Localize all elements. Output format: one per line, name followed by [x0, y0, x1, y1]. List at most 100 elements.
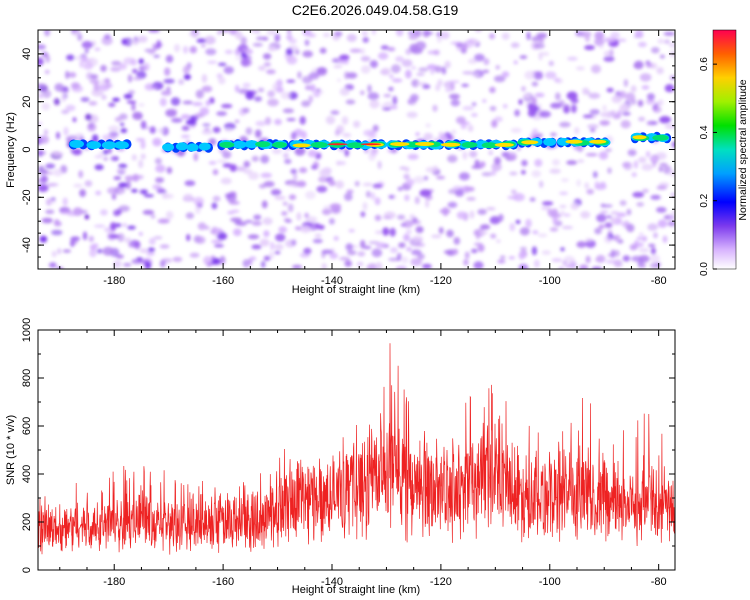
spectrogram-noise-blob [630, 85, 637, 93]
spectrogram-noise-blob [652, 105, 662, 114]
spectrogram-noise-blob [128, 243, 133, 248]
spectrogram-noise-blob [153, 236, 163, 240]
spectrogram-noise-blob [576, 241, 587, 248]
spectrogram-noise-blob [383, 216, 392, 220]
spectrogram-noise-blob [499, 255, 506, 260]
spectrogram-noise-blob [606, 215, 612, 219]
spectrogram-noise-blob [38, 150, 46, 156]
spectrogram-noise-blob [165, 54, 174, 63]
spectrogram-noise-blob [170, 97, 181, 106]
spectrogram-noise-blob [444, 60, 451, 69]
spectrogram-noise-blob [224, 49, 233, 55]
spectrogram-noise-blob [280, 91, 291, 100]
spectrogram-noise-blob [531, 81, 539, 87]
spectrogram-noise-blob [172, 256, 183, 262]
spectrogram-noise-blob [539, 110, 551, 118]
spectrogram-noise-blob [294, 226, 302, 231]
spectrogram-x-tick-label: -100 [539, 275, 561, 287]
spectrogram-noise-blob [202, 123, 211, 127]
spectrogram-noise-blob [489, 105, 497, 112]
spectrogram-noise-blob [551, 208, 559, 217]
spectrogram-noise-blob [100, 209, 108, 216]
spectrogram-noise-blob [536, 133, 543, 138]
spectrogram-noise-blob [361, 31, 368, 36]
spectrogram-noise-blob [105, 83, 113, 88]
spectrogram-noise-blob [38, 83, 47, 87]
spectrogram-noise-blob [73, 183, 83, 188]
spectrogram-noise-blob [234, 84, 240, 93]
spectrogram-noise-blob [667, 221, 675, 227]
spectrogram-noise-blob [103, 157, 109, 161]
snr-x-tick-label: -180 [103, 576, 125, 588]
spectrogram-noise-blob [571, 104, 577, 114]
signal-band-mark [557, 137, 570, 146]
spectrogram-noise-blob [216, 232, 228, 241]
spectrogram-noise-blob [405, 48, 412, 55]
spectrogram-noise-blob [475, 232, 480, 240]
spectrogram-noise-blob [656, 185, 668, 190]
spectrogram-noise-blob [657, 38, 665, 44]
spectrogram-noise-blob [538, 51, 543, 61]
spectrogram-noise-blob [372, 183, 383, 189]
spectrogram-noise-blob [263, 230, 270, 238]
spectrogram-noise-blob [180, 114, 191, 120]
spectrogram-noise-blob [235, 30, 243, 40]
spectrogram-noise-blob [369, 148, 378, 157]
spectrogram-noise-blob [127, 225, 136, 230]
spectrogram-noise-blob [501, 32, 510, 40]
spectrogram-noise-blob [639, 232, 644, 236]
spectrogram-noise-blob [212, 195, 221, 202]
spectrogram-noise-blob [211, 202, 218, 210]
spectrogram-noise-blob [647, 223, 658, 231]
spectrogram-noise-blob [41, 217, 53, 224]
signal-band-mark [101, 141, 117, 150]
spectrogram-noise-blob [94, 155, 104, 159]
spectrogram-noise-blob [533, 42, 545, 49]
spectrogram-noise-blob [527, 109, 537, 118]
spectrogram-x-label: Height of straight line (km) [292, 284, 420, 296]
spectrogram-noise-blob [40, 175, 48, 184]
spectrogram-noise-blob [670, 192, 675, 197]
spectrogram-noise-blob [270, 241, 275, 251]
spectrogram-noise-blob [224, 122, 236, 130]
signal-band-mark [255, 141, 271, 148]
spectrogram-noise-blob [594, 37, 605, 47]
spectrogram-noise-blob [349, 48, 362, 53]
spectrogram-noise-blob [262, 217, 273, 225]
signal-band-mark [86, 141, 102, 150]
spectrogram-noise-blob [547, 208, 553, 216]
spectrogram-noise-blob [344, 192, 353, 201]
spectrogram-noise-blob [610, 110, 616, 116]
spectrogram-noise-blob [509, 222, 516, 232]
spectrogram-noise-blob [619, 90, 627, 99]
spectrogram-noise-blob [242, 82, 251, 88]
spectrogram-x-tick-label: -140 [321, 275, 343, 287]
spectrogram-noise-blob [230, 217, 242, 223]
spectrogram-noise-blob [620, 222, 630, 227]
snr-y-ticks: 0 200 400 600 800 1000 [21, 318, 675, 573]
spectrogram-noise-blob [422, 263, 432, 269]
spectrogram-noise-blob [130, 40, 140, 44]
spectrogram-noise-blob [437, 79, 443, 87]
spectrogram-noise-blob [550, 132, 557, 137]
spectrogram-noise-blob [638, 116, 646, 122]
spectrogram-noise-blob [392, 95, 398, 105]
spectrogram-noise-blob [518, 99, 523, 105]
spectrogram-noise-blob [395, 56, 404, 63]
spectrogram-noise-blob [140, 189, 148, 195]
spectrogram-noise-blob [321, 249, 334, 255]
spectrogram-signal-band [68, 131, 672, 153]
spectrogram-noise-blob [127, 74, 133, 83]
spectrogram-noise-blob [366, 263, 379, 269]
spectrogram-noise-blob [287, 182, 297, 187]
spectrogram-noise-blob [477, 208, 487, 215]
spectrogram-noise-blob [512, 193, 525, 202]
spectrogram-noise-blob [659, 162, 668, 167]
spectrogram-noise-blob [570, 260, 576, 266]
spectrogram-noise-blob [330, 110, 340, 115]
spectrogram-noise-blob [285, 48, 293, 56]
spectrogram-noise-blob [131, 154, 137, 161]
spectrogram-noise-blob [439, 208, 451, 214]
spectrogram-noise-blob [286, 79, 296, 83]
spectrogram-noise-blob [493, 75, 506, 83]
